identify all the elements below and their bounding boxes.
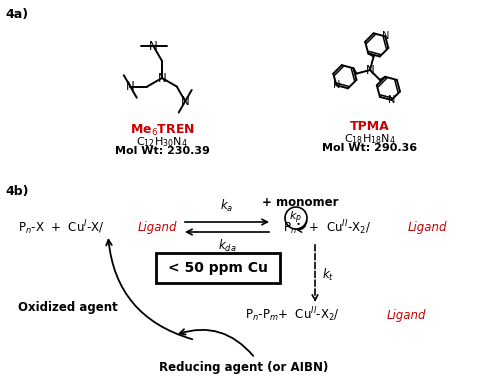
FancyBboxPatch shape xyxy=(156,253,280,283)
Text: Me$_6$TREN: Me$_6$TREN xyxy=(129,123,194,138)
Text: Ligand: Ligand xyxy=(138,221,177,234)
Text: P$_n$$^{\bullet}$  +  Cu$^{II}$-X$_2$/: P$_n$$^{\bullet}$ + Cu$^{II}$-X$_2$/ xyxy=(283,219,370,237)
Text: $k_a$: $k_a$ xyxy=(220,198,233,214)
Text: 4a): 4a) xyxy=(5,8,28,21)
Text: N: N xyxy=(332,80,339,90)
Text: Ligand: Ligand xyxy=(386,309,426,322)
Text: C$_{12}$H$_{30}$N$_4$: C$_{12}$H$_{30}$N$_4$ xyxy=(136,135,187,149)
Text: N: N xyxy=(387,95,394,105)
Text: N: N xyxy=(149,40,158,53)
Text: N: N xyxy=(365,64,374,77)
Text: Mol Wt: 230.39: Mol Wt: 230.39 xyxy=(114,146,209,156)
Text: N: N xyxy=(381,31,388,42)
Text: < 50 ppm Cu: < 50 ppm Cu xyxy=(168,261,267,275)
Text: Reducing agent (or AIBN): Reducing agent (or AIBN) xyxy=(159,362,328,375)
Text: N: N xyxy=(181,95,189,108)
Text: P$_n$-P$_m$+  Cu$^{II}$-X$_2$/: P$_n$-P$_m$+ Cu$^{II}$-X$_2$/ xyxy=(244,306,339,324)
Text: N: N xyxy=(125,80,134,93)
Text: $k_{da}$: $k_{da}$ xyxy=(217,238,236,254)
Text: Oxidized agent: Oxidized agent xyxy=(18,301,118,314)
Text: N: N xyxy=(157,72,166,85)
Text: 4b): 4b) xyxy=(5,185,28,198)
Text: C$_{18}$H$_{18}$N$_4$: C$_{18}$H$_{18}$N$_4$ xyxy=(344,132,395,146)
Text: + monomer: + monomer xyxy=(261,195,338,208)
Text: TPMA: TPMA xyxy=(349,120,389,133)
Text: Mol Wt: 290.36: Mol Wt: 290.36 xyxy=(322,143,417,153)
Text: $k_t$: $k_t$ xyxy=(321,267,334,283)
Text: P$_n$-X  +  Cu$^I$-X/: P$_n$-X + Cu$^I$-X/ xyxy=(18,219,104,237)
Text: $k_p$: $k_p$ xyxy=(289,210,302,226)
Text: Ligand: Ligand xyxy=(407,221,447,234)
